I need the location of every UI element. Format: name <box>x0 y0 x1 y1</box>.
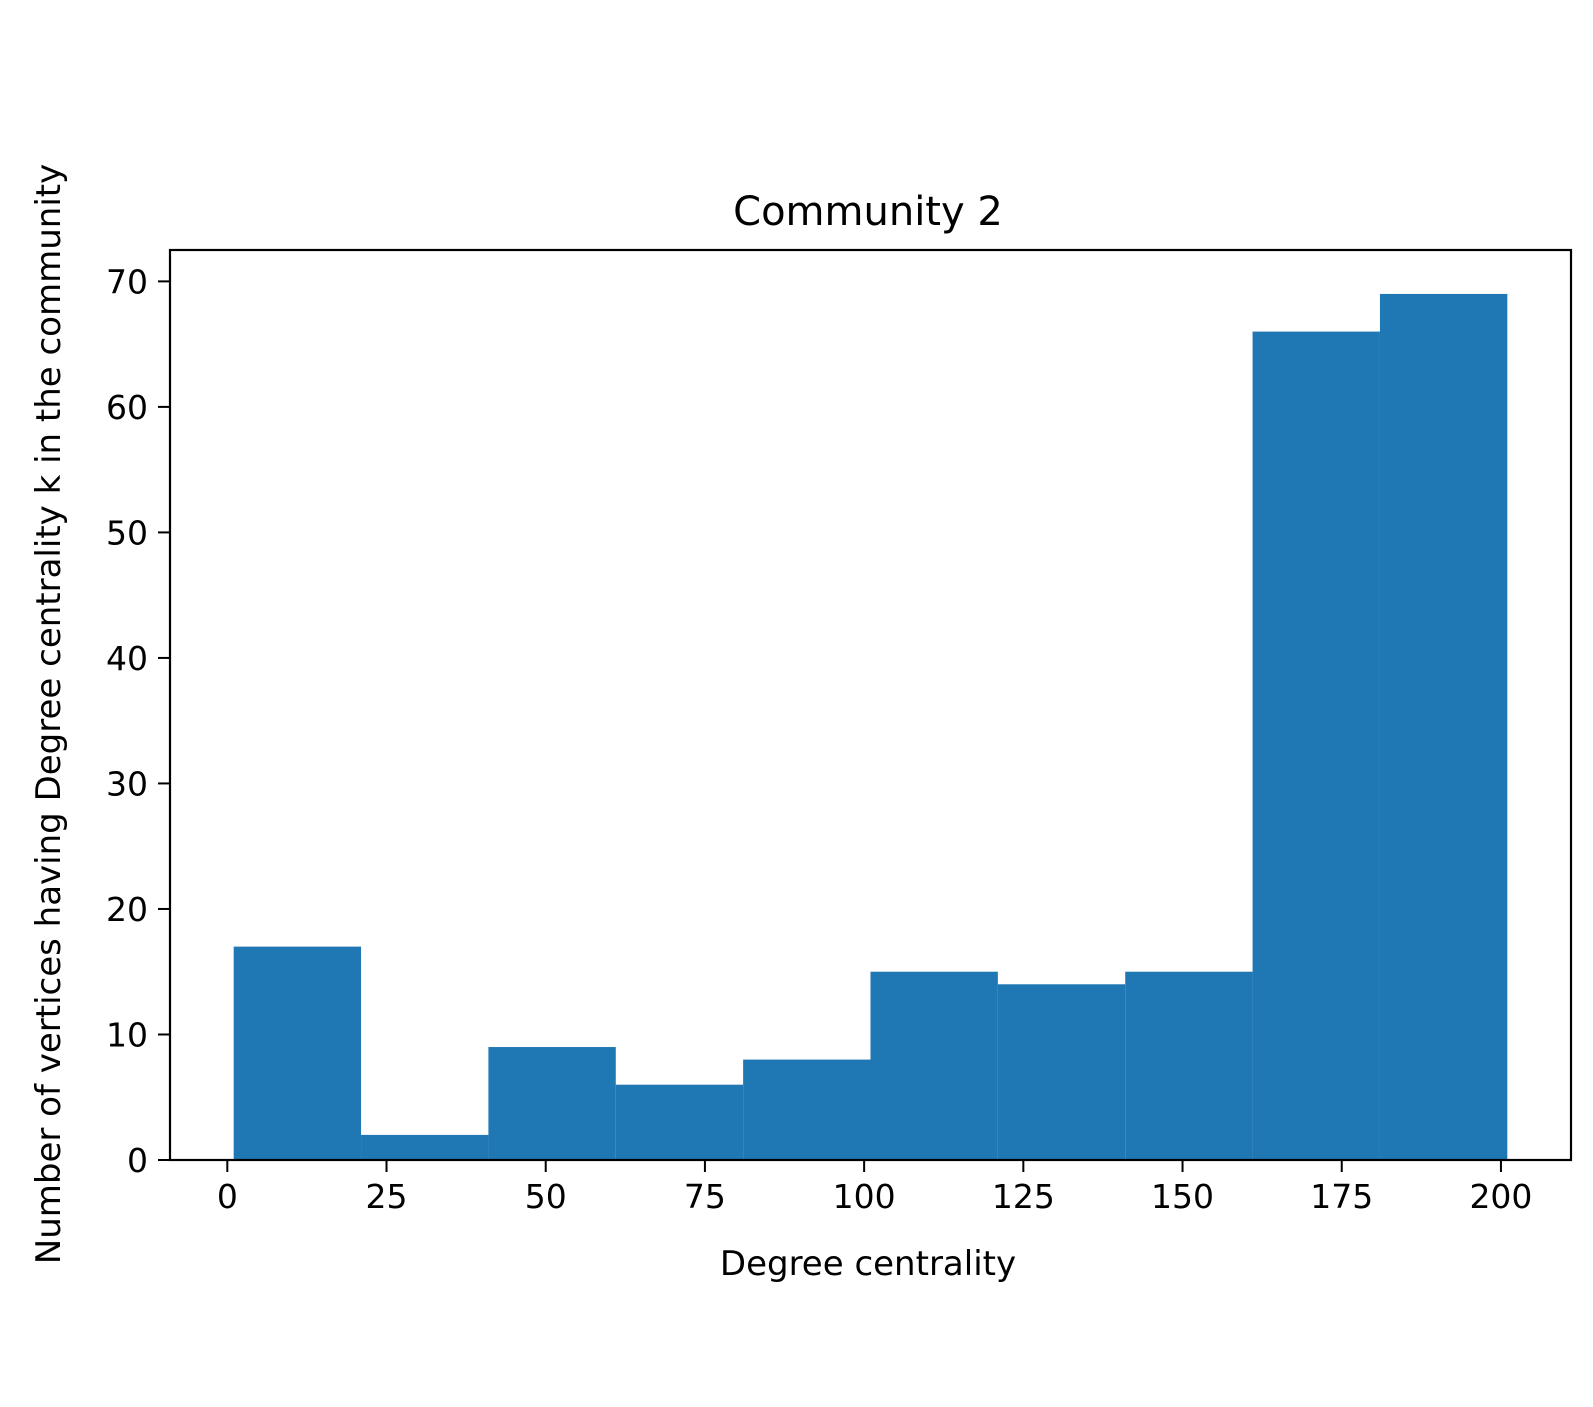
x-tick-label: 25 <box>366 1177 408 1216</box>
y-tick-label: 10 <box>106 1015 148 1054</box>
y-tick-label: 30 <box>106 764 148 803</box>
ticks-layer: 0 25 50 75 100 125 150 175 200 0 10 20 30 40 50 60 70 <box>106 262 1532 1216</box>
x-tick-label: 200 <box>1469 1177 1532 1216</box>
bars-layer <box>233 293 1508 1161</box>
x-tick-label: 50 <box>525 1177 567 1216</box>
x-tick-label: 150 <box>1151 1177 1214 1216</box>
y-axis-label: Number of vertices having Degree central… <box>29 164 69 1264</box>
x-tick-label: 75 <box>684 1177 726 1216</box>
x-axis-label: Degree centrality <box>720 1244 1016 1284</box>
y-tick-label: 0 <box>127 1141 148 1180</box>
histogram-bar-3 <box>615 1084 744 1160</box>
histogram-bar-8 <box>1252 331 1380 1161</box>
y-tick-label: 50 <box>106 513 148 552</box>
y-tick-label: 60 <box>106 388 148 427</box>
y-tick-label: 70 <box>106 262 148 301</box>
x-tick-label: 100 <box>833 1177 896 1216</box>
chart-title: Community 2 <box>733 189 1003 235</box>
plot-frame <box>168 248 1573 1162</box>
histogram-bar-1 <box>361 1134 489 1160</box>
x-tick-label: 0 <box>217 1177 238 1216</box>
y-tick-label: 40 <box>106 639 148 678</box>
histogram-bar-5 <box>870 971 998 1160</box>
histogram-bar-7 <box>1125 971 1253 1160</box>
histogram-bar-6 <box>997 984 1126 1160</box>
y-tick-label: 20 <box>106 890 148 929</box>
histogram-bar-4 <box>743 1059 871 1160</box>
x-tick-label: 125 <box>992 1177 1055 1216</box>
histogram-bar-2 <box>488 1047 616 1160</box>
histogram-bar-9 <box>1379 293 1508 1160</box>
x-tick-label: 175 <box>1310 1177 1373 1216</box>
histogram-bar-0 <box>233 946 362 1160</box>
